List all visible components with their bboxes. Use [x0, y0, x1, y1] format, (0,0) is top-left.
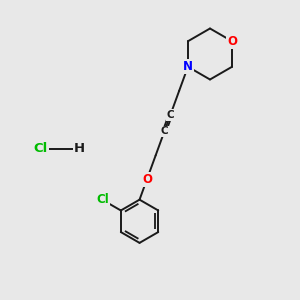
Text: H: H	[74, 142, 85, 155]
Text: Cl: Cl	[33, 142, 48, 155]
Text: O: O	[227, 35, 237, 48]
Text: C: C	[160, 126, 168, 136]
Text: O: O	[142, 173, 152, 186]
Text: N: N	[183, 60, 193, 73]
Text: C: C	[167, 110, 174, 120]
Text: Cl: Cl	[96, 194, 109, 206]
